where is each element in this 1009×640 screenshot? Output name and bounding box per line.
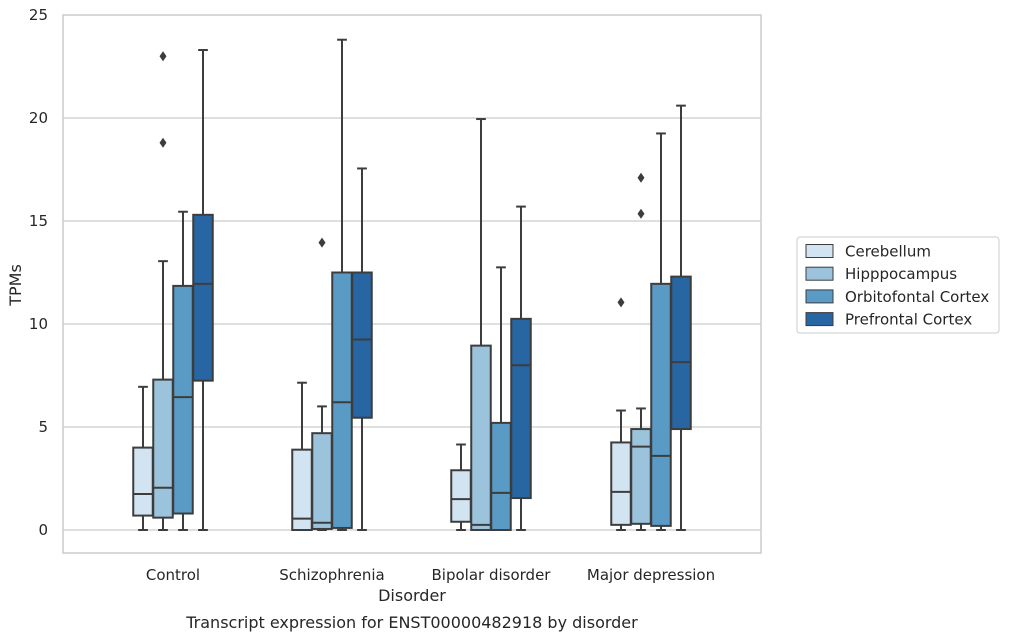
boxes — [132, 38, 692, 532]
outlier-point — [617, 297, 625, 308]
legend-label: Prefrontal Cortex — [845, 311, 972, 329]
y-tick-label: 10 — [29, 315, 48, 333]
legend: Cerebellum Hipppocampus Orbitofontal Corte… — [796, 236, 1000, 334]
y-tick-label: 15 — [29, 212, 48, 230]
legend-frame — [796, 236, 1000, 334]
box-iqr — [450, 469, 472, 523]
x-axis-label: Disorder — [378, 586, 446, 605]
y-tick-label: 5 — [38, 418, 48, 436]
box-group — [650, 132, 672, 531]
y-tick-label: 20 — [29, 109, 48, 127]
box-iqr — [152, 378, 174, 519]
y-tick-label: 25 — [29, 6, 48, 24]
box-group — [172, 210, 194, 531]
box-group — [132, 385, 154, 531]
legend-swatch — [805, 266, 834, 281]
legend-swatch — [805, 312, 834, 327]
legend-swatch — [805, 244, 834, 258]
outlier-point — [159, 51, 167, 62]
box-iqr — [490, 421, 512, 532]
y-tick-labels: 0 5 10 15 20 25 — [29, 6, 48, 539]
chart-title: Transcript expression for ENST0000048291… — [185, 613, 638, 632]
outlier-point — [637, 208, 645, 219]
box-iqr — [650, 282, 672, 527]
legend-swatch — [805, 289, 834, 304]
box-iqr — [351, 271, 373, 419]
outlier-point — [159, 137, 167, 148]
box-group — [510, 205, 532, 531]
box-group — [610, 297, 632, 531]
box-group — [670, 104, 692, 531]
x-tick-label: Control — [146, 566, 200, 584]
box-iqr — [331, 271, 353, 529]
legend-label: Cerebellum — [845, 243, 931, 261]
box-group — [351, 167, 373, 531]
x-tick-label: Major depression — [587, 566, 715, 584]
box-iqr — [132, 446, 154, 517]
y-tick-label: 0 — [38, 521, 48, 539]
x-tick-label: Schizophrenia — [279, 566, 384, 584]
box-group — [192, 49, 214, 531]
box-group — [630, 172, 652, 531]
box-iqr — [470, 344, 492, 531]
box-iqr — [670, 275, 692, 431]
outlier-point — [318, 237, 326, 248]
box-iqr — [192, 213, 214, 382]
box-iqr — [172, 284, 194, 515]
box-iqr — [311, 432, 333, 530]
y-axis-label: TPMs — [6, 264, 25, 307]
legend-label: Hipppocampus — [845, 265, 957, 283]
legend-label: Orbitofontal Cortex — [845, 288, 989, 306]
outlier-point — [637, 172, 645, 183]
box-group — [490, 266, 512, 532]
box-iqr — [610, 441, 632, 526]
box-group — [291, 381, 313, 531]
x-tick-labels: Control Schizophrenia Bipolar disorder Majo… — [146, 566, 715, 584]
box-iqr — [510, 317, 532, 500]
x-tick-label: Bipolar disorder — [432, 566, 552, 584]
box-iqr — [630, 428, 652, 525]
